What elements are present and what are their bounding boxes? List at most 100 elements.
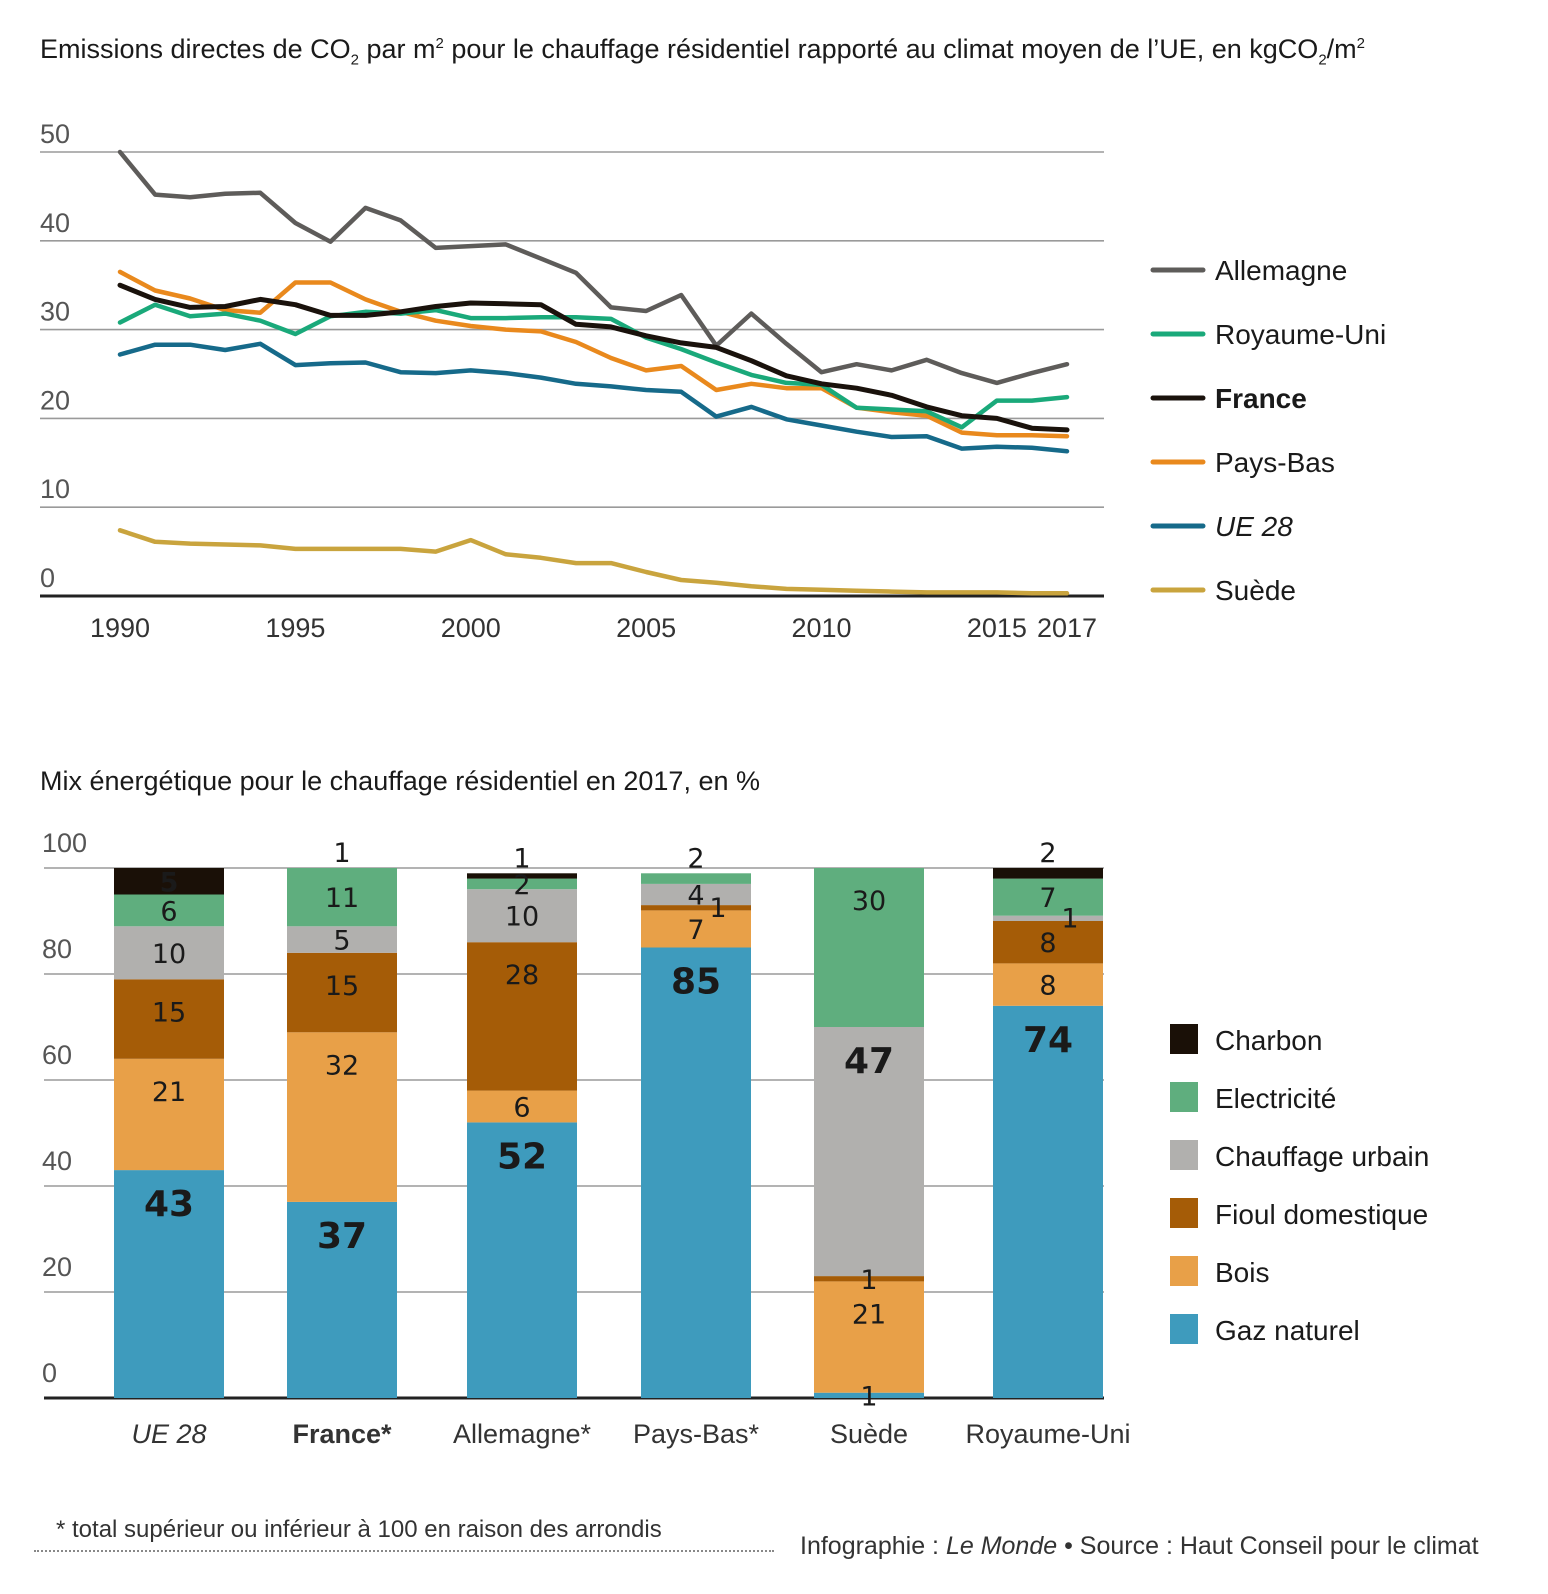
bar-segment-royaume-uni-chauffage-urbain <box>993 915 1103 921</box>
bar-segment-su-de-electricit- <box>814 868 924 1027</box>
data-label-pays-bas--electricit-: 2 <box>687 843 704 874</box>
bar-segment-royaume-uni-charbon <box>993 868 1103 879</box>
bar-segment-ue-28-gaz-naturel <box>114 1170 224 1398</box>
legend-label-pays-bas: Pays-Bas <box>1215 447 1335 478</box>
bar-y-tick-label-0: 0 <box>42 1358 57 1388</box>
y-tick-label-40: 40 <box>40 208 70 238</box>
bar-segment-royaume-uni-gaz-naturel <box>993 1005 1103 1398</box>
bar-segment-allemagne--chauffage-urbain <box>467 889 577 943</box>
bar-segment-allemagne--electricit- <box>467 878 577 890</box>
data-label-su-de-fioul-domestique: 1 <box>860 1265 877 1296</box>
legend-label-allemagne: Allemagne <box>1215 255 1347 286</box>
data-label-france--gaz-naturel: 37 <box>317 1216 367 1257</box>
bar-legend-swatch-chauffage-urbain <box>1170 1140 1198 1170</box>
bar-segment-france--chauffage-urbain <box>287 926 397 953</box>
footnote-divider <box>34 1550 774 1552</box>
series-line-royaume-uni <box>117 302 1070 430</box>
data-label-royaume-uni-chauffage-urbain: 1 <box>1061 904 1078 935</box>
data-label-royaume-uni-bois: 8 <box>1039 971 1056 1002</box>
data-label-ue-28-gaz-naturel: 43 <box>144 1184 194 1225</box>
series-line-allemagne <box>117 149 1070 386</box>
legend-label-ue-28: UE 28 <box>1215 511 1293 542</box>
bar-segment-pays-bas--fioul-domestique <box>641 905 751 911</box>
bar-legend-label-bois: Bois <box>1215 1257 1269 1288</box>
bar-chart-title: Mix énergétique pour le chauffage réside… <box>40 766 760 796</box>
bar-legend-label-electricit-: Electricité <box>1215 1083 1336 1114</box>
bar-legend-label-charbon: Charbon <box>1215 1025 1322 1056</box>
data-label-pays-bas--bois: 7 <box>687 915 704 946</box>
bar-category-label-ue-28: UE 28 <box>131 1419 206 1449</box>
y-tick-label-10: 10 <box>40 474 70 504</box>
bar-segment-allemagne--bois <box>467 1090 577 1123</box>
bar-segment-su-de-chauffage-urbain <box>814 1027 924 1277</box>
bar-segment-royaume-uni-fioul-domestique <box>993 921 1103 964</box>
bar-segment-france--bois <box>287 1032 397 1202</box>
data-label-allemagne--fioul-domestique: 28 <box>505 960 539 991</box>
bar-segment-ue-28-electricit- <box>114 894 224 927</box>
bar-category-label-allemagne-: Allemagne* <box>453 1419 592 1449</box>
bar-segment-ue-28-charbon <box>114 868 224 895</box>
bar-legend-label-gaz-naturel: Gaz naturel <box>1215 1315 1360 1346</box>
footnote: * total supérieur ou inférieur à 100 en … <box>56 1516 662 1543</box>
legend-label-su-de: Suède <box>1215 575 1296 606</box>
data-label-su-de-chauffage-urbain: 47 <box>844 1041 894 1082</box>
bar-legend-swatch-bois <box>1170 1256 1198 1286</box>
bar-segment-france--gaz-naturel <box>287 1201 397 1398</box>
series-line-france <box>117 282 1070 433</box>
bar-category-label-su-de: Suède <box>830 1419 908 1449</box>
bar-legend-label-fioul-domestique: Fioul domestique <box>1215 1199 1428 1230</box>
data-label-france--electricit-: 11 <box>325 883 359 914</box>
bar-category-label-pays-bas-: Pays-Bas* <box>633 1419 760 1449</box>
bar-segment-royaume-uni-electricit- <box>993 878 1103 916</box>
data-label-pays-bas--chauffage-urbain: 4 <box>687 881 704 912</box>
bar-segment-pays-bas--electricit- <box>641 873 751 884</box>
data-label-royaume-uni-electricit-: 7 <box>1039 883 1056 914</box>
data-label-allemagne--gaz-naturel: 52 <box>497 1136 547 1177</box>
data-label-su-de-bois: 21 <box>852 1299 886 1330</box>
data-label-allemagne--chauffage-urbain: 10 <box>505 902 539 933</box>
data-label-france--fioul-domestique: 15 <box>325 971 359 1002</box>
data-label-ue-28-electricit-: 6 <box>160 896 177 927</box>
x-tick-label-2015: 2015 <box>967 613 1027 643</box>
legend-label-france: France <box>1215 383 1307 414</box>
series-line-ue-28 <box>117 341 1070 454</box>
x-tick-label-1990: 1990 <box>90 613 150 643</box>
data-label-allemagne--bois: 6 <box>513 1093 530 1124</box>
y-tick-label-30: 30 <box>40 297 70 327</box>
data-label-france--chauffage-urbain: 5 <box>333 926 350 957</box>
data-label-ue-28-charbon: 5 <box>160 867 179 898</box>
y-tick-label-0: 0 <box>40 563 55 593</box>
bar-segment-allemagne--charbon <box>467 873 577 879</box>
data-label-ue-28-fioul-domestique: 15 <box>152 997 186 1028</box>
bar-segment-allemagne--gaz-naturel <box>467 1122 577 1398</box>
bar-segment-allemagne--fioul-domestique <box>467 942 577 1091</box>
bar-legend-label-chauffage-urbain: Chauffage urbain <box>1215 1141 1429 1172</box>
bar-segment-royaume-uni-bois <box>993 963 1103 1006</box>
series-line-pays-bas <box>117 269 1070 439</box>
line-chart-title: Emissions directes de CO2 par m2 pour le… <box>40 34 1365 69</box>
bar-segment-su-de-bois <box>814 1281 924 1393</box>
bar-segment-ue-28-chauffage-urbain <box>114 926 224 980</box>
credit-prefix: Infographie : <box>800 1532 946 1560</box>
bar-segment-su-de-gaz-naturel <box>814 1392 924 1398</box>
data-label-su-de-electricit-: 30 <box>852 886 886 917</box>
data-label-france--charbon: 1 <box>333 838 350 869</box>
bar-y-tick-label-40: 40 <box>42 1146 72 1176</box>
bar-segment-france--fioul-domestique <box>287 952 397 1033</box>
data-label-allemagne--electricit-: 2 <box>513 870 530 901</box>
bar-segment-su-de-fioul-domestique <box>814 1276 924 1282</box>
data-label-france--bois: 32 <box>325 1050 359 1081</box>
data-label-su-de-gaz-naturel: 1 <box>860 1381 877 1412</box>
data-label-pays-bas--fioul-domestique: 1 <box>709 893 726 924</box>
bar-y-tick-label-20: 20 <box>42 1252 72 1282</box>
bar-legend-swatch-electricit- <box>1170 1082 1198 1112</box>
bar-segment-france--electricit- <box>287 868 397 927</box>
data-label-pays-bas--gaz-naturel: 85 <box>671 962 721 1003</box>
credit-suffix: • Source : Haut Conseil pour le climat <box>1057 1532 1479 1560</box>
bar-legend-swatch-fioul-domestique <box>1170 1198 1198 1228</box>
data-label-royaume-uni-gaz-naturel: 74 <box>1023 1020 1073 1061</box>
x-tick-label-2000: 2000 <box>441 613 501 643</box>
series-line-su-de <box>117 528 1070 596</box>
bar-y-tick-label-100: 100 <box>42 828 87 858</box>
